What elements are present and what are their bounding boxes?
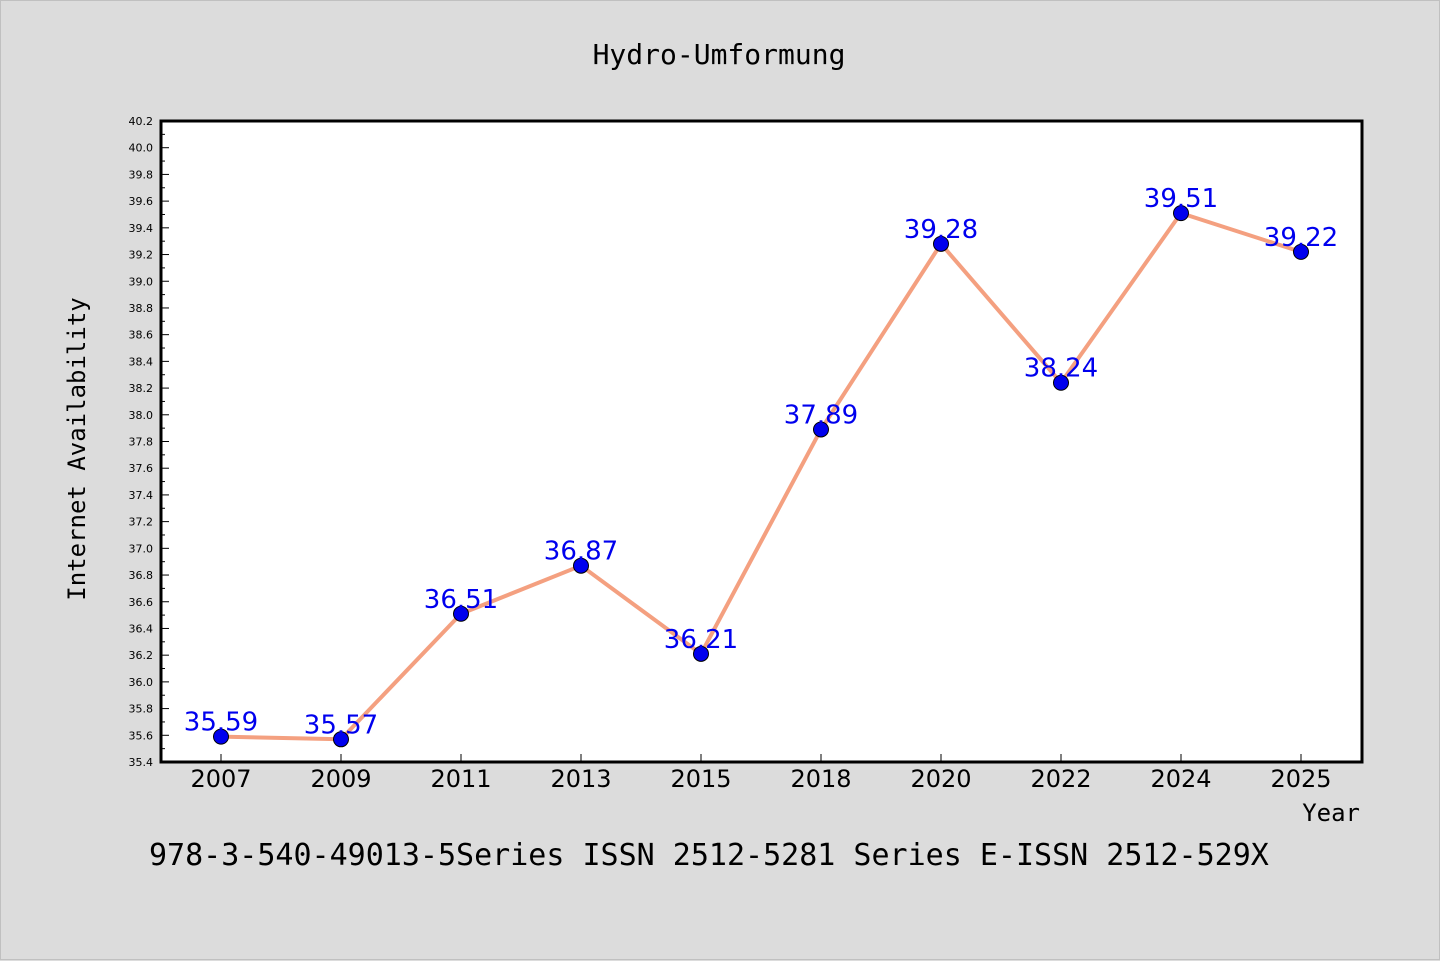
data-label: 35.59 — [184, 708, 258, 738]
y-tick-label: 36.0 — [129, 676, 154, 689]
data-label: 39.51 — [1144, 184, 1218, 214]
y-axis: 35.4 35.6 35.8 36.0 36.2 36.4 36.6 36.8 37.0 37.2… — [129, 115, 169, 769]
data-point — [933, 235, 949, 252]
y-tick-label: 40.0 — [129, 142, 154, 155]
y-tick-label: 38.6 — [129, 329, 154, 342]
y-tick-label: 39.2 — [129, 249, 154, 262]
x-tick-label: 2022 — [1030, 765, 1091, 793]
x-axis-label: Year — [1302, 799, 1360, 827]
y-tick-label: 35.8 — [129, 703, 154, 716]
y-tick-label: 35.4 — [129, 756, 154, 769]
x-tick-label: 2011 — [430, 765, 491, 793]
data-label: 36.51 — [424, 585, 498, 615]
data-point — [1173, 205, 1189, 222]
data-label: 36.87 — [544, 537, 618, 567]
data-label: 38.24 — [1024, 354, 1098, 384]
y-tick-label: 36.8 — [129, 569, 154, 582]
x-tick-label: 2018 — [790, 765, 851, 793]
y-tick-label: 36.4 — [129, 622, 154, 635]
x-tick-label: 2015 — [670, 765, 731, 793]
y-tick-label: 37.6 — [129, 462, 154, 475]
y-tick-label: 36.2 — [129, 649, 154, 662]
data-point — [693, 645, 709, 662]
data-point — [213, 728, 229, 745]
data-point — [573, 557, 589, 574]
x-tick-label: 2024 — [1150, 765, 1211, 793]
y-tick-label: 38.2 — [129, 382, 154, 395]
data-point — [813, 421, 829, 438]
y-tick-label: 39.8 — [129, 168, 154, 181]
data-point — [1293, 243, 1309, 260]
y-axis-label: Internet Availability — [63, 297, 91, 600]
data-point — [453, 605, 469, 622]
data-label: 37.89 — [784, 400, 858, 430]
data-label: 35.57 — [304, 710, 378, 740]
x-tick-label: 2025 — [1270, 765, 1331, 793]
y-tick-label: 37.2 — [129, 516, 154, 529]
data-point — [1053, 374, 1069, 391]
y-tick-label: 38.4 — [129, 355, 154, 368]
y-tick-label: 40.2 — [129, 115, 154, 128]
y-tick-label: 39.0 — [129, 275, 154, 288]
y-tick-label: 35.6 — [129, 729, 154, 742]
data-label: 39.28 — [904, 215, 978, 245]
y-tick-label: 39.4 — [129, 222, 154, 235]
y-tick-label: 37.4 — [129, 489, 154, 502]
x-tick-label: 2020 — [910, 765, 971, 793]
y-tick-label: 37.0 — [129, 542, 154, 555]
y-tick-label: 38.0 — [129, 409, 154, 422]
y-tick-label: 38.8 — [129, 302, 154, 315]
x-tick-label: 2013 — [550, 765, 611, 793]
x-axis: 2007 2009 2011 2013 2015 2018 2020 2022 2024 2025 — [190, 754, 1332, 793]
data-point — [333, 731, 349, 748]
chart-title: Hydro-Umformung — [593, 38, 846, 71]
data-label: 39.22 — [1264, 223, 1338, 253]
series-line — [220, 211, 1302, 742]
y-tick-label: 36.6 — [129, 596, 154, 609]
footer-isbn-text: 978-3-540-49013-5Series ISSN 2512-5281 S… — [149, 838, 1269, 873]
x-tick-label: 2007 — [190, 765, 251, 793]
plot-area — [159, 119, 1364, 764]
data-label: 36.21 — [664, 625, 738, 655]
x-tick-label: 2009 — [310, 765, 371, 793]
y-tick-label: 37.8 — [129, 436, 154, 449]
series-layer: 35.59 35.57 36.51 36.87 36.21 37.89 39.28 38.24… — [184, 184, 1338, 748]
y-tick-label: 39.6 — [129, 195, 154, 208]
